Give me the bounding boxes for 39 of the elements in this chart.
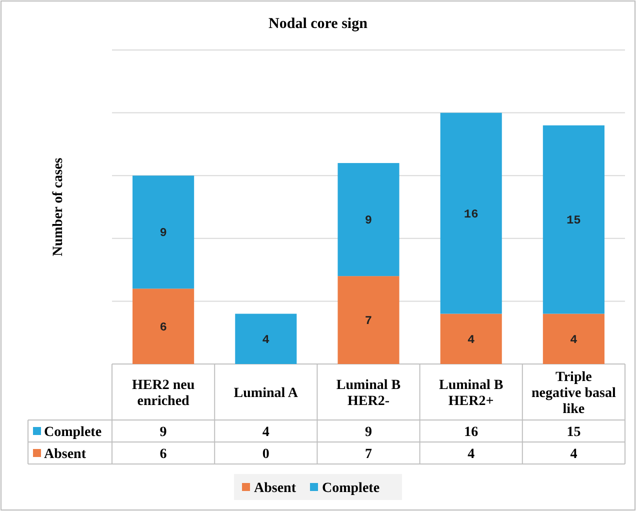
- data-label: 15: [566, 425, 581, 440]
- annotation: 4: [468, 332, 475, 347]
- data-label: 9: [365, 425, 372, 440]
- bar: [338, 276, 400, 364]
- data-label: 9: [160, 425, 167, 440]
- data-label: 6: [160, 447, 167, 462]
- x-tick-label: Luminal A: [234, 386, 299, 401]
- bar: [338, 163, 400, 276]
- bar: [235, 314, 297, 364]
- x-tick-label: Triple negative basal like: [532, 370, 616, 417]
- annotation: 16: [464, 207, 478, 222]
- data-label: 4: [262, 425, 270, 440]
- bar: [132, 176, 194, 289]
- y-axis-title: Number of cases: [51, 157, 66, 256]
- annotation: 9: [364, 214, 372, 228]
- data-label: 4: [468, 447, 475, 462]
- bar: [440, 314, 502, 364]
- legend-label: Complete: [44, 425, 102, 440]
- chart-title: Nodal core sign: [268, 16, 368, 32]
- text: Absent: [254, 481, 296, 496]
- bar: [542, 314, 604, 364]
- bar: [542, 125, 604, 314]
- x-tick-label: HER2 neu enriched: [132, 378, 195, 409]
- data-label: 4: [570, 447, 578, 462]
- x-tick-label: Luminal B HER2+: [439, 378, 504, 409]
- annotation: 6: [160, 320, 167, 334]
- annotation: 9: [160, 226, 167, 240]
- annotation: 15: [566, 214, 581, 228]
- data-label: 0: [262, 447, 270, 462]
- text: Complete: [322, 481, 380, 496]
- bar: [132, 288, 194, 364]
- legend-label: Absent: [44, 447, 86, 462]
- bar: [440, 112, 502, 314]
- data-label: 16: [464, 425, 478, 440]
- annotation: 4: [570, 332, 578, 347]
- annotation: 7: [364, 314, 372, 328]
- data-label: 7: [365, 447, 372, 462]
- x-tick-label: Luminal B HER2-: [336, 378, 401, 409]
- annotation: 4: [262, 332, 270, 347]
